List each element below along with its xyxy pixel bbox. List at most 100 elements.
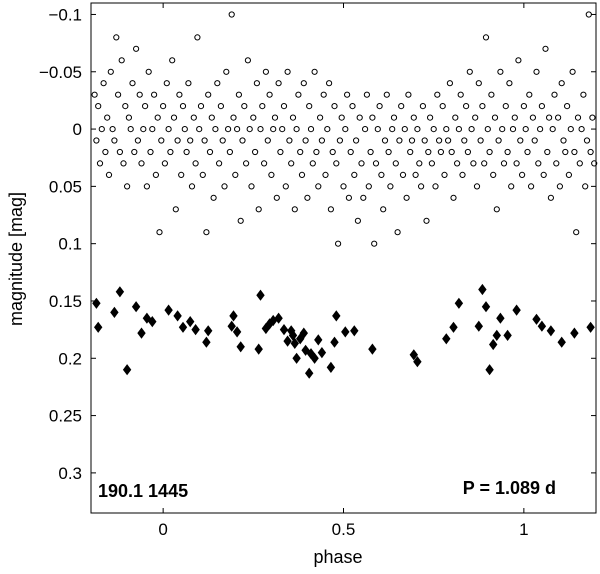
circle-point	[185, 80, 192, 87]
circle-point	[528, 183, 535, 190]
circle-point	[165, 126, 172, 133]
circle-point	[513, 160, 520, 167]
diamond-point	[409, 349, 418, 361]
y-tick-label: −0.05	[39, 63, 82, 82]
diamond-point	[449, 321, 458, 333]
circle-point	[216, 160, 223, 167]
circle-point	[338, 114, 345, 121]
y-tick-label: 0.3	[58, 464, 82, 483]
circle-point	[574, 114, 582, 121]
circle-point	[367, 148, 374, 156]
circle-point	[203, 229, 210, 236]
circle-point	[376, 103, 383, 110]
circle-point	[206, 148, 214, 156]
circle-point	[354, 217, 361, 224]
circle-point	[441, 171, 448, 178]
diamond-point	[288, 329, 298, 341]
diamond-point	[332, 310, 341, 322]
circle-point	[145, 68, 152, 75]
circle-point	[111, 137, 118, 144]
circle-point	[147, 148, 154, 156]
circle-point	[288, 160, 295, 167]
circle-point	[320, 91, 327, 98]
circle-point	[351, 171, 358, 178]
circle-point	[190, 114, 197, 121]
circle-point	[347, 148, 354, 156]
circle-point	[244, 57, 251, 64]
circle-point	[486, 148, 493, 156]
circle-point	[313, 148, 320, 156]
circle-point	[98, 126, 105, 133]
circle-point	[187, 137, 194, 144]
circle-point	[582, 183, 589, 190]
circle-point	[322, 171, 329, 178]
diamond-point	[279, 324, 289, 336]
circle-point	[515, 57, 522, 64]
circle-point	[253, 80, 260, 87]
circle-point	[340, 183, 347, 190]
circle-point	[298, 171, 306, 178]
circle-point	[394, 229, 401, 236]
circle-point	[546, 114, 553, 121]
circle-point	[199, 171, 206, 178]
circle-point	[553, 160, 560, 167]
diamond-point	[283, 335, 292, 347]
circle-point	[91, 91, 98, 98]
circle-point	[356, 114, 363, 121]
diamond-point	[92, 297, 101, 309]
circle-point	[385, 148, 392, 156]
circle-point	[235, 91, 242, 98]
diamond-point	[227, 320, 236, 332]
circle-point	[443, 126, 450, 133]
circle-point	[115, 91, 122, 98]
circle-point	[591, 160, 598, 167]
diamond-point	[164, 304, 173, 316]
circle-point	[273, 194, 280, 201]
circle-point	[336, 137, 343, 144]
diamond-point	[478, 283, 487, 296]
circle-point	[427, 114, 434, 121]
circle-point	[509, 126, 517, 133]
circle-point	[446, 80, 453, 87]
circle-point	[172, 206, 179, 213]
diamond-point	[274, 312, 283, 324]
circle-point	[448, 148, 455, 156]
circle-point	[333, 160, 340, 167]
diamond-point	[122, 364, 132, 376]
circle-point	[452, 114, 459, 121]
circle-point	[560, 137, 567, 144]
circle-point	[234, 126, 241, 133]
diamond-point	[454, 297, 464, 309]
diamond-point	[474, 320, 483, 332]
circle-point	[547, 194, 555, 201]
circle-point	[327, 206, 334, 213]
diamond-point	[314, 334, 323, 346]
circle-point	[470, 160, 477, 167]
y-tick-label: 0.2	[58, 349, 82, 368]
diamond-point	[512, 304, 521, 316]
diamond-point	[489, 338, 498, 351]
circle-point	[488, 91, 495, 98]
circle-point	[475, 80, 482, 87]
circle-point	[372, 160, 380, 167]
circle-point	[109, 126, 116, 133]
circle-point	[349, 103, 356, 110]
circle-point	[279, 126, 286, 133]
circle-point	[318, 137, 325, 144]
circle-point	[585, 11, 592, 18]
circle-point	[196, 126, 203, 133]
circle-point	[241, 103, 248, 110]
diamond-point	[546, 325, 556, 337]
circle-point	[261, 160, 268, 167]
diamond-point	[204, 325, 213, 337]
circle-point	[208, 114, 215, 121]
circle-point	[304, 194, 311, 201]
circle-point	[183, 148, 190, 156]
diamond-point	[317, 347, 327, 359]
circle-point	[329, 148, 336, 156]
diamond-point	[310, 352, 319, 364]
circle-point	[295, 91, 302, 98]
circle-point	[450, 194, 457, 201]
circle-point	[151, 91, 158, 98]
circle-point	[142, 103, 149, 110]
